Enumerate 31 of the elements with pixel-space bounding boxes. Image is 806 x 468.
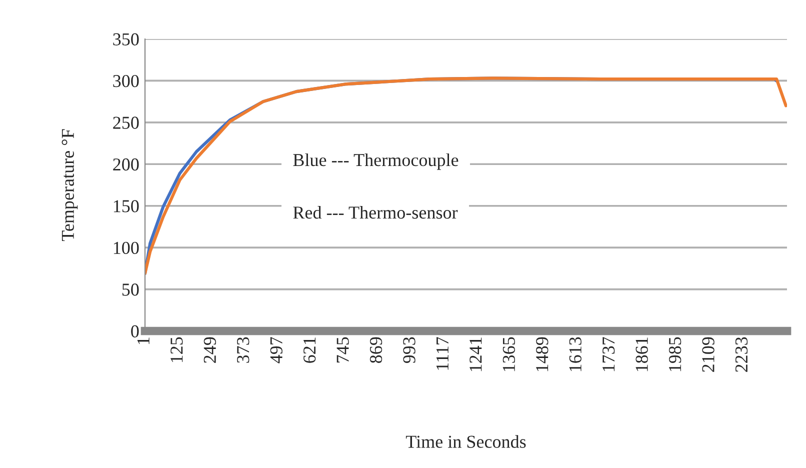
y-tick-label: 100: [114, 242, 139, 254]
x-tick-label: 2233: [735, 337, 748, 372]
x-tick-label: 745: [336, 337, 349, 362]
y-tick-label: 50: [122, 284, 139, 296]
x-tick-label: 125: [170, 337, 183, 362]
y-tick-label: 0: [131, 325, 139, 338]
x-tick-label: 373: [237, 337, 250, 363]
x-tick-label: 497: [270, 337, 282, 364]
x-tick-label: 1737: [602, 337, 615, 372]
x-tick-label: 1: [137, 338, 150, 344]
x-tick-label: 1985: [668, 337, 682, 372]
y-axis-title: Temperature °F: [62, 129, 78, 242]
y-tick-label: 250: [113, 116, 139, 129]
x-tick-label: 1861: [636, 338, 648, 372]
x-tick-label: 1613: [569, 337, 582, 372]
x-axis-title: Time in Seconds: [406, 435, 526, 448]
annotation: Blue --- Thermocouple: [293, 153, 458, 170]
x-tick-label: 993: [403, 337, 416, 364]
y-tick-label: 200: [113, 158, 139, 171]
x-tick-label: 2109: [702, 337, 714, 372]
y-tick-label: 150: [114, 200, 139, 212]
x-tick-label: 1241: [470, 338, 482, 372]
x-tick-label: 621: [304, 338, 316, 363]
y-tick-label: 350: [113, 33, 139, 46]
y-tick-label: 300: [113, 74, 139, 88]
x-tick-label: 249: [204, 337, 216, 363]
x-tick-label: 1489: [536, 337, 548, 372]
annotation: Red --- Thermo-sensor: [293, 206, 458, 219]
x-tick-label: 1365: [502, 337, 515, 372]
x-tick-label: 869: [370, 337, 382, 363]
x-tick-label: 1117: [436, 337, 448, 370]
